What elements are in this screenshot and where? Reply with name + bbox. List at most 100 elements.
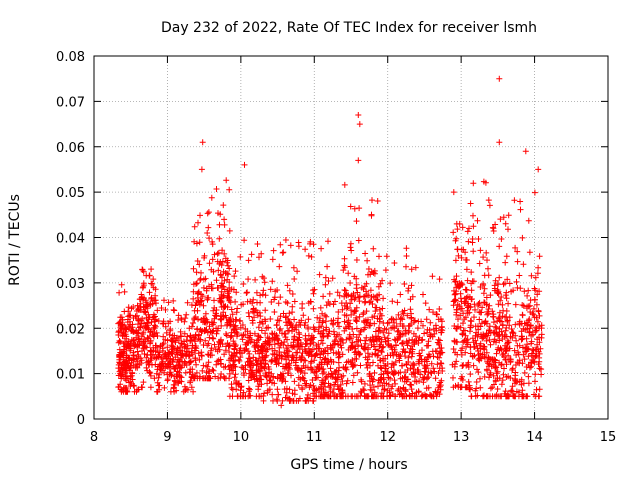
data-point xyxy=(470,248,477,255)
data-point xyxy=(193,361,200,368)
data-point xyxy=(351,296,358,303)
data-point xyxy=(360,293,367,300)
data-point xyxy=(516,342,523,349)
data-point xyxy=(149,280,156,287)
data-point xyxy=(299,354,306,361)
data-point xyxy=(378,312,385,319)
data-point xyxy=(286,386,293,393)
data-point xyxy=(496,309,503,316)
data-point xyxy=(483,294,490,301)
data-point xyxy=(452,278,459,285)
data-point xyxy=(496,274,503,281)
data-point xyxy=(467,371,474,378)
data-point xyxy=(189,323,195,330)
data-point xyxy=(536,253,543,260)
data-point xyxy=(370,359,376,366)
data-point xyxy=(520,344,526,351)
data-point xyxy=(505,226,511,233)
data-point xyxy=(142,309,149,316)
data-point xyxy=(147,328,154,335)
data-point xyxy=(168,342,175,349)
data-point xyxy=(528,363,535,370)
data-point xyxy=(487,292,494,299)
data-point xyxy=(241,237,248,244)
data-point xyxy=(503,308,510,314)
data-point xyxy=(143,344,150,351)
data-point xyxy=(163,329,170,336)
data-point xyxy=(525,287,532,294)
data-point xyxy=(392,349,398,355)
data-point xyxy=(276,263,283,270)
data-point xyxy=(353,275,360,282)
data-point xyxy=(166,349,173,356)
data-point xyxy=(536,386,543,393)
data-point xyxy=(137,296,144,303)
data-point xyxy=(270,373,277,380)
data-point xyxy=(316,386,323,392)
data-point xyxy=(343,336,350,343)
data-point xyxy=(483,366,490,373)
data-point xyxy=(196,375,203,382)
data-point xyxy=(307,238,314,245)
data-point xyxy=(352,355,358,362)
data-point xyxy=(199,367,206,374)
data-point xyxy=(380,329,387,336)
data-point xyxy=(356,121,363,128)
data-point xyxy=(339,306,346,313)
data-point xyxy=(496,375,503,382)
data-point xyxy=(423,385,430,392)
data-point xyxy=(271,351,278,358)
data-point xyxy=(246,386,253,393)
data-point xyxy=(358,284,365,291)
data-point xyxy=(239,364,246,371)
data-point xyxy=(348,335,354,342)
data-point xyxy=(256,319,263,326)
data-point xyxy=(362,250,369,257)
data-point xyxy=(295,382,302,389)
data-point xyxy=(492,377,499,384)
data-point xyxy=(523,393,530,400)
data-point xyxy=(242,347,248,353)
data-point xyxy=(254,309,261,316)
data-point xyxy=(457,295,464,302)
data-point xyxy=(434,354,441,361)
data-point xyxy=(450,346,457,352)
data-point xyxy=(258,327,265,334)
data-point xyxy=(301,370,308,377)
data-point xyxy=(524,341,531,348)
data-point xyxy=(289,344,296,351)
data-point xyxy=(311,357,318,364)
data-point xyxy=(451,338,458,345)
data-point xyxy=(521,288,528,295)
data-point xyxy=(245,276,252,283)
data-point xyxy=(265,324,272,331)
data-point xyxy=(526,302,533,309)
data-point xyxy=(147,347,154,354)
data-point xyxy=(195,219,201,226)
data-point xyxy=(397,333,404,340)
x-tick-label: 9 xyxy=(163,430,171,445)
data-point xyxy=(179,347,186,354)
data-point xyxy=(248,251,255,258)
data-point xyxy=(428,393,435,400)
data-point xyxy=(434,339,441,346)
data-point xyxy=(371,393,377,400)
data-point xyxy=(370,376,377,383)
data-point xyxy=(472,306,478,313)
data-point xyxy=(213,186,220,192)
data-point xyxy=(232,371,239,378)
data-point xyxy=(191,307,198,314)
data-point xyxy=(370,384,377,390)
data-point xyxy=(487,369,494,376)
data-point xyxy=(496,314,503,321)
data-point xyxy=(494,318,501,325)
data-point xyxy=(178,333,185,340)
data-point xyxy=(151,375,158,382)
data-point xyxy=(246,335,253,341)
data-point xyxy=(300,312,307,319)
data-point xyxy=(323,324,330,331)
data-point xyxy=(224,257,231,264)
data-point xyxy=(295,365,302,371)
data-point xyxy=(388,325,395,332)
data-point xyxy=(154,344,161,351)
